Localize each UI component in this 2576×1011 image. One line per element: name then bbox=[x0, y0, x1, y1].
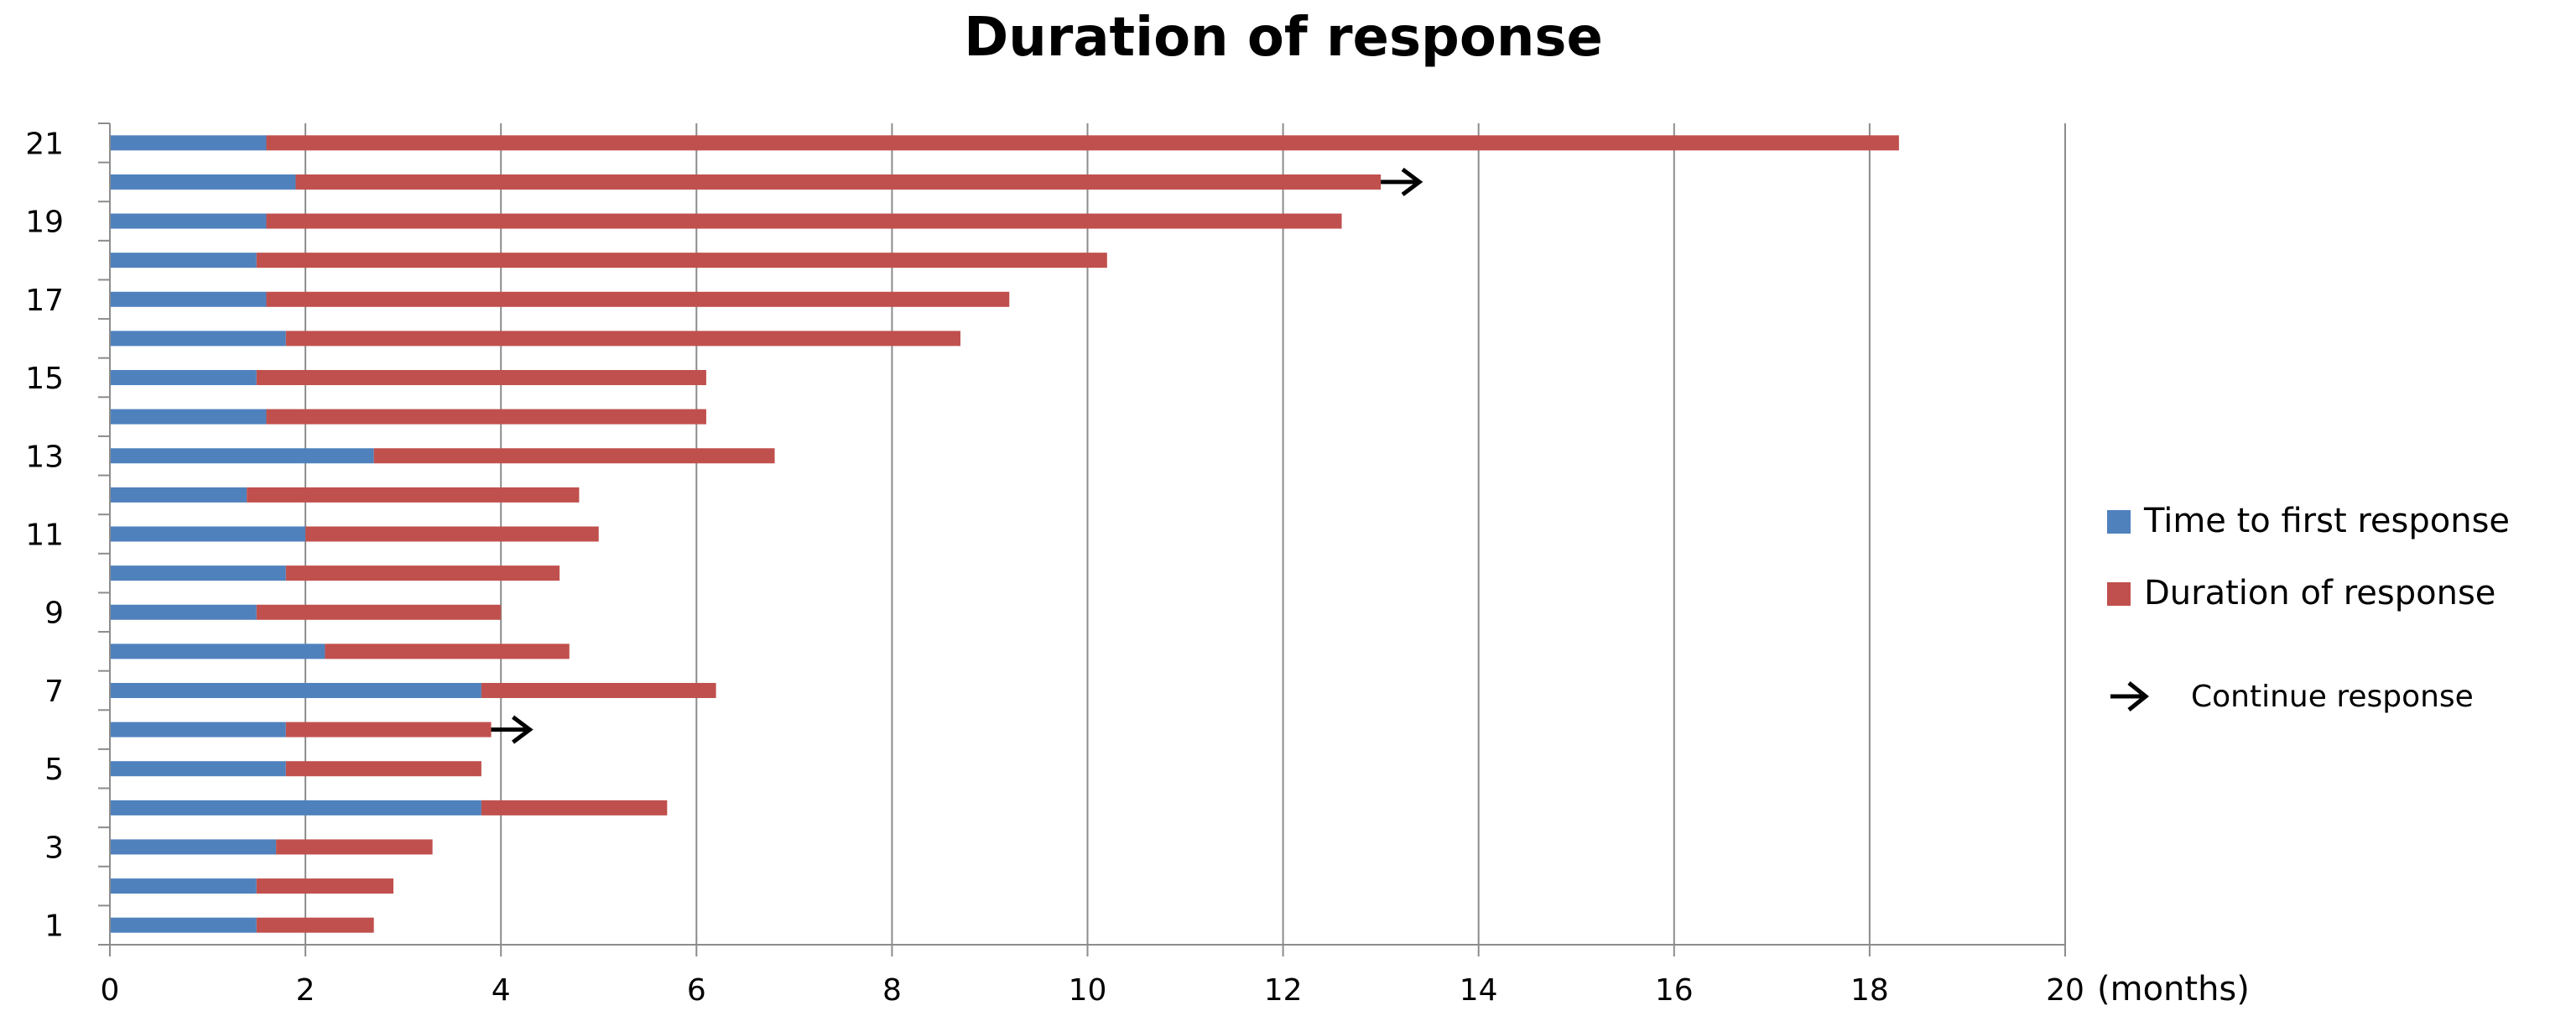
continue-arrow-icon-20 bbox=[1381, 167, 1423, 196]
bar-duration-of-response-21 bbox=[266, 135, 1899, 151]
x-tick-label-20: 20 bbox=[2046, 973, 2084, 1008]
legend-label-continue-response: Continue response bbox=[2191, 680, 2474, 714]
bar-time-to-first-response-11 bbox=[110, 526, 306, 542]
bar-time-to-first-response-18 bbox=[110, 253, 257, 268]
bar-time-to-first-response-5 bbox=[110, 761, 286, 777]
y-tick-label-1: 1 bbox=[44, 909, 64, 944]
x-tick-label-0: 0 bbox=[101, 973, 120, 1008]
continue-arrows bbox=[491, 167, 1423, 744]
bar-time-to-first-response-8 bbox=[110, 644, 325, 659]
bar-duration-of-response-11 bbox=[305, 526, 599, 542]
bar-time-to-first-response-15 bbox=[110, 370, 257, 386]
legend: Time to first response Duration of respo… bbox=[2107, 502, 2510, 714]
y-tick-label-9: 9 bbox=[44, 597, 64, 631]
bar-time-to-first-response-21 bbox=[110, 135, 267, 151]
legend-swatch-time-to-first-response bbox=[2107, 510, 2131, 534]
x-tick-label-8: 8 bbox=[882, 973, 902, 1008]
chart-title: Duration of response bbox=[964, 7, 1603, 69]
legend-label-duration-of-response: Duration of response bbox=[2144, 574, 2495, 612]
x-tick-label-4: 4 bbox=[492, 973, 511, 1008]
x-tick-labels: 0 2 4 6 8 10 12 14 16 18 20 bbox=[101, 973, 2084, 1008]
bar-duration-of-response-20 bbox=[295, 174, 1382, 190]
bar-time-to-first-response-2 bbox=[110, 878, 257, 894]
bar-time-to-first-response-1 bbox=[110, 917, 257, 933]
bar-duration-of-response-2 bbox=[256, 878, 393, 894]
arrow-right-icon bbox=[2110, 681, 2150, 711]
bar-time-to-first-response-20 bbox=[110, 174, 296, 190]
x-tick-label-6: 6 bbox=[687, 973, 706, 1008]
x-tick-label-10: 10 bbox=[1069, 973, 1107, 1008]
bar-time-to-first-response-17 bbox=[110, 291, 267, 307]
bar-time-to-first-response-7 bbox=[110, 682, 481, 698]
bar-time-to-first-response-14 bbox=[110, 409, 267, 425]
y-tick-label-21: 21 bbox=[25, 127, 64, 161]
bar-duration-of-response-6 bbox=[285, 722, 492, 737]
bar-time-to-first-response-3 bbox=[110, 839, 277, 855]
bar-duration-of-response-4 bbox=[481, 800, 668, 816]
y-tick-label-11: 11 bbox=[25, 519, 64, 553]
bar-duration-of-response-18 bbox=[256, 253, 1107, 268]
bar-duration-of-response-16 bbox=[285, 331, 960, 347]
bar-duration-of-response-15 bbox=[256, 370, 706, 386]
bar-time-to-first-response-16 bbox=[110, 331, 286, 347]
x-tick-label-18: 18 bbox=[1850, 973, 1889, 1008]
bar-duration-of-response-1 bbox=[256, 917, 374, 933]
bar-duration-of-response-14 bbox=[266, 409, 706, 425]
continue-arrow-icon-6 bbox=[491, 715, 533, 744]
bar-time-to-first-response-10 bbox=[110, 565, 286, 581]
y-tick-label-19: 19 bbox=[25, 206, 64, 240]
bar-time-to-first-response-9 bbox=[110, 604, 257, 620]
legend-swatch-duration-of-response bbox=[2107, 582, 2131, 606]
bar-time-to-first-response-12 bbox=[110, 487, 247, 503]
bar-duration-of-response-7 bbox=[481, 682, 716, 698]
y-tick-label-17: 17 bbox=[25, 284, 64, 318]
x-tick-label-12: 12 bbox=[1264, 973, 1303, 1008]
axes bbox=[98, 122, 2066, 956]
bar-time-to-first-response-4 bbox=[110, 800, 481, 816]
bar-time-to-first-response-13 bbox=[110, 448, 374, 464]
bar-duration-of-response-3 bbox=[276, 839, 433, 855]
y-tick-label-3: 3 bbox=[44, 831, 64, 865]
x-unit-label: (months) bbox=[2097, 970, 2250, 1008]
bars bbox=[110, 135, 1899, 933]
x-tick-label-16: 16 bbox=[1655, 973, 1694, 1008]
y-tick-label-15: 15 bbox=[25, 362, 64, 396]
x-tick-label-2: 2 bbox=[296, 973, 315, 1008]
y-tick-label-5: 5 bbox=[44, 753, 64, 787]
bar-time-to-first-response-19 bbox=[110, 213, 267, 229]
legend-label-time-to-first-response: Time to first response bbox=[2143, 502, 2510, 540]
bar-duration-of-response-9 bbox=[256, 604, 502, 620]
bar-duration-of-response-8 bbox=[325, 644, 570, 659]
bar-duration-of-response-19 bbox=[266, 213, 1342, 229]
bar-time-to-first-response-6 bbox=[110, 722, 286, 737]
bar-duration-of-response-5 bbox=[285, 761, 481, 777]
bar-duration-of-response-10 bbox=[285, 565, 560, 581]
y-tick-label-7: 7 bbox=[44, 675, 64, 709]
bar-duration-of-response-13 bbox=[373, 448, 775, 464]
y-tick-label-13: 13 bbox=[25, 440, 64, 474]
bar-duration-of-response-12 bbox=[247, 487, 580, 503]
bar-duration-of-response-17 bbox=[266, 291, 1010, 307]
x-tick-label-14: 14 bbox=[1460, 973, 1498, 1008]
